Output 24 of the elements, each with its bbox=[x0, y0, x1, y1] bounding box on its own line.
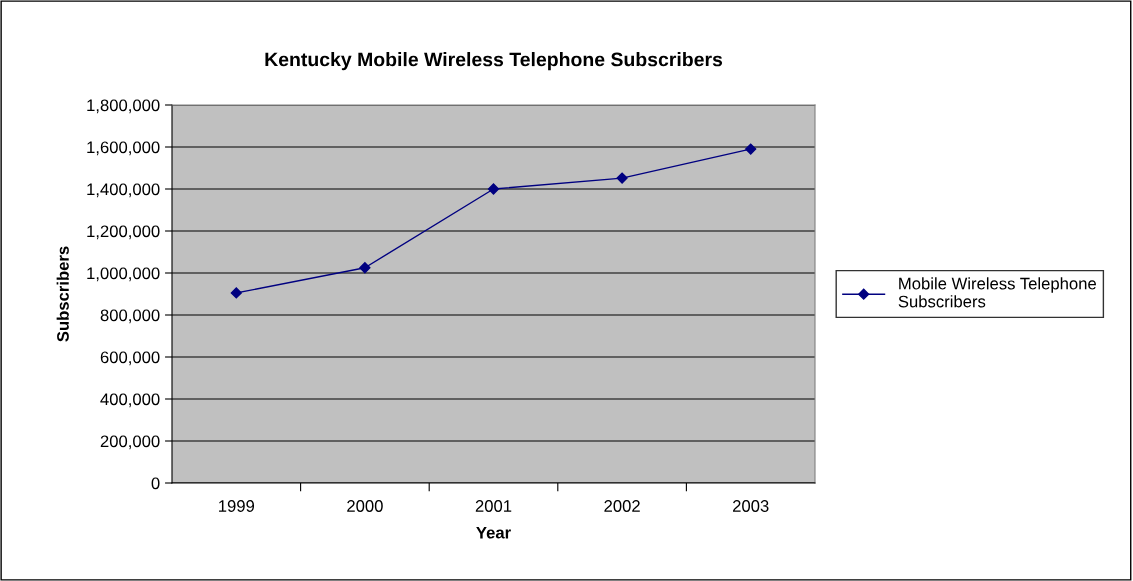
x-tick-label: 2002 bbox=[604, 500, 640, 512]
x-tick-label: 2003 bbox=[733, 500, 769, 512]
y-tick-label: 200,000 bbox=[100, 435, 160, 450]
y-tick-label: 1,600,000 bbox=[87, 141, 160, 156]
y-tick-label: 0 bbox=[151, 477, 160, 490]
x-axis-title: Year bbox=[476, 526, 511, 539]
point bbox=[359, 262, 371, 274]
y-axis-title: Subscribers bbox=[56, 246, 69, 342]
point bbox=[487, 183, 500, 195]
y-tick-label: 1,000,000 bbox=[87, 267, 160, 282]
y-tick-label: 600,000 bbox=[100, 351, 160, 366]
point bbox=[616, 172, 628, 184]
point bbox=[745, 143, 757, 155]
x-tick-label: 1999 bbox=[219, 500, 255, 512]
y-tick-label: 1,400,000 bbox=[87, 183, 160, 198]
y-tick-label: 1,200,000 bbox=[87, 225, 160, 240]
x-tick-label: 2001 bbox=[475, 500, 512, 512]
y-tick-label: 800,000 bbox=[100, 309, 160, 324]
y-tick-label: 400,000 bbox=[100, 393, 160, 408]
chart-title: Kentucky Mobile Wireless Telephone Subscribers bbox=[265, 52, 723, 71]
legend-label: Mobile Wireless Telephone Subscribers bbox=[898, 277, 1096, 308]
y-tick-label: 1,800,000 bbox=[87, 99, 160, 114]
x-tick-label: 2000 bbox=[347, 500, 383, 512]
point bbox=[230, 287, 242, 299]
